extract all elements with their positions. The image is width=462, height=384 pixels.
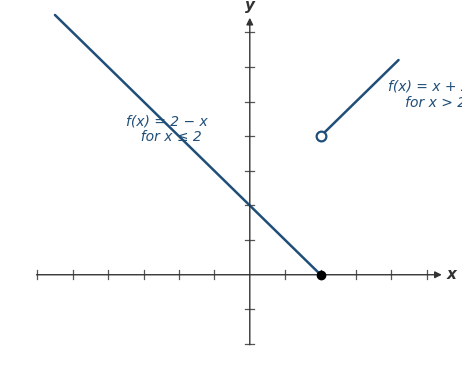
Text: x: x [446, 267, 456, 282]
Text: f(x) = 2 − x
  for x ≤ 2: f(x) = 2 − x for x ≤ 2 [126, 114, 207, 144]
Text: f(x) = x + 2
   for x > 2: f(x) = x + 2 for x > 2 [388, 79, 462, 110]
Text: y: y [245, 0, 255, 13]
